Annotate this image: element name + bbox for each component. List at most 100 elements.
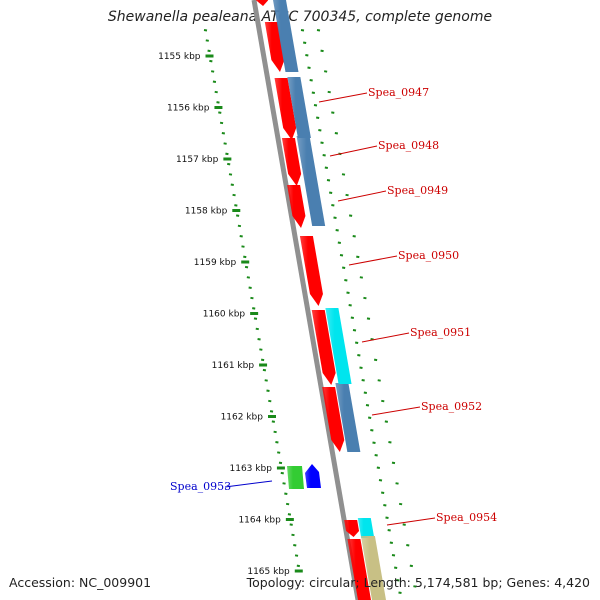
gene-feature-cyan xyxy=(325,308,352,384)
leader-line xyxy=(318,92,368,103)
gene-label: Spea_0952 xyxy=(421,400,482,413)
outer-ruler-tick xyxy=(320,49,324,53)
accession-text: Accession: NC_009901 xyxy=(9,575,152,590)
ruler-tick xyxy=(257,338,261,341)
gene-feature-khaki xyxy=(360,536,386,600)
outer-ruler-tick xyxy=(341,173,346,176)
gene-features xyxy=(256,0,386,600)
inner-ruler-tick xyxy=(383,504,387,507)
gene-feature-blue xyxy=(287,77,311,138)
outer-ruler xyxy=(316,29,417,588)
gene-label: Spea_0954 xyxy=(436,511,497,524)
gene-feature-cyan xyxy=(357,518,375,538)
outer-ruler-tick xyxy=(398,502,403,506)
outer-ruler-tick xyxy=(345,193,349,197)
outer-ruler-tick xyxy=(395,482,399,485)
ruler-tick xyxy=(237,224,242,228)
outer-ruler-tick xyxy=(359,276,364,279)
ruler-tick xyxy=(230,183,234,186)
leader-line xyxy=(348,255,398,266)
ruler-tick xyxy=(227,162,231,166)
inner-ruler-tick xyxy=(361,379,365,382)
inner-ruler-tick xyxy=(335,229,339,232)
ruler-tick xyxy=(214,90,218,94)
outer-ruler-tick xyxy=(413,585,417,588)
ruler-tick xyxy=(221,132,226,135)
kbp-labels: 1155 kbp 1156 kbp 1157 kbp 1158 kbp 1159 kbp… xyxy=(158,52,303,577)
inner-ruler-tick xyxy=(365,404,370,407)
kbp-label: 1155 kbp xyxy=(158,52,201,62)
outer-ruler-tick xyxy=(406,544,410,547)
inner-ruler-tick xyxy=(378,479,383,482)
ruler-tick xyxy=(271,420,276,423)
ruler-tick xyxy=(268,399,272,403)
inner-ruler-tick xyxy=(318,129,322,132)
inner-ruler-tick xyxy=(305,54,309,57)
inner-ruler-tick xyxy=(307,66,311,69)
inner-ruler-tick xyxy=(311,91,315,94)
ruler-tick xyxy=(219,121,224,125)
gene-cds xyxy=(281,138,302,186)
inner-ruler-tick xyxy=(352,329,357,332)
inner-ruler-tick xyxy=(333,216,337,219)
inner-ruler-tick xyxy=(376,466,380,469)
ruler-tick xyxy=(207,49,211,53)
inner-ruler-tick xyxy=(396,579,400,582)
ruler-tick xyxy=(210,70,215,73)
inner-ruler-tick xyxy=(372,441,376,444)
outer-ruler-tick xyxy=(327,90,331,94)
gene-label: Spea_0953 xyxy=(170,480,231,493)
gene-feature-blue xyxy=(296,136,326,226)
ruler-tick xyxy=(259,348,263,351)
inner-ruler-tick xyxy=(363,391,367,394)
ruler-tick xyxy=(294,554,299,557)
inner-ruler-tick xyxy=(389,541,393,544)
inner-ruler-tick xyxy=(387,529,391,532)
leader-line xyxy=(361,332,410,343)
ruler-tick xyxy=(225,152,229,156)
gene-cds xyxy=(287,185,306,228)
ruler-tick xyxy=(203,29,208,32)
ruler-tick xyxy=(235,214,240,217)
inner-ruler-tick xyxy=(398,591,402,594)
ruler-tick xyxy=(296,564,301,568)
gene-feature-blue xyxy=(335,383,361,452)
ruler-tick xyxy=(260,358,265,362)
gene-cds xyxy=(274,78,297,140)
outer-ruler-tick xyxy=(316,29,321,32)
inner-ruler-tick xyxy=(385,516,389,519)
gene-feature-dark-blue xyxy=(305,464,321,488)
gene-cds xyxy=(311,310,336,385)
ruler-tick xyxy=(228,173,233,176)
ruler-tick xyxy=(291,533,295,537)
kbp-label: 1163 kbp xyxy=(230,464,273,474)
gene-cds xyxy=(344,520,360,537)
inner-ruler-tick xyxy=(313,104,318,107)
inner-ruler-tick xyxy=(329,191,333,194)
ruler-tick xyxy=(284,492,288,495)
ruler-tick xyxy=(285,502,290,506)
inner-ruler-tick xyxy=(359,366,363,369)
inner-ruler-tick xyxy=(300,29,305,32)
gene-label: Spea_0950 xyxy=(398,249,459,262)
outer-ruler-tick xyxy=(323,70,328,73)
kbp-label: 1157 kbp xyxy=(176,155,219,165)
outer-ruler-tick xyxy=(388,441,392,444)
kbp-label: 1161 kbp xyxy=(212,361,255,371)
kbp-label: 1165 kbp xyxy=(247,567,290,577)
gene-cds xyxy=(322,387,345,452)
leader-line xyxy=(371,406,421,416)
ruler-tick xyxy=(234,204,238,207)
leader-line xyxy=(224,480,273,488)
ruler-tick xyxy=(278,461,283,465)
inner-ruler-tick xyxy=(339,254,344,257)
inner-ruler-tick xyxy=(368,416,372,419)
outer-ruler-tick xyxy=(409,564,414,568)
ruler-tick xyxy=(223,142,227,145)
gene-feature-blue xyxy=(272,0,299,72)
kbp-label: 1156 kbp xyxy=(167,104,210,114)
inner-ruler-tick xyxy=(322,154,326,157)
inner-ruler-tick xyxy=(303,41,307,44)
ruler-tick xyxy=(269,410,274,413)
kbp-ruler xyxy=(203,29,301,568)
